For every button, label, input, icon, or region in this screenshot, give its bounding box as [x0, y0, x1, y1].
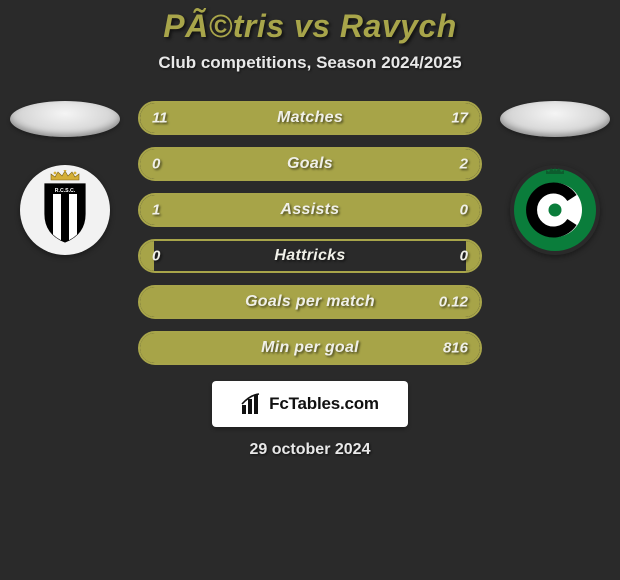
- stat-right-value: 0: [460, 248, 468, 265]
- svg-text:R.C.S.C.: R.C.S.C.: [55, 188, 76, 194]
- club-crest-right: [510, 165, 600, 255]
- stat-row-min-per-goal: Min per goal 816: [138, 331, 482, 365]
- stat-row-goals-per-match: Goals per match 0.12: [138, 285, 482, 319]
- stat-label: Goals: [287, 155, 333, 173]
- right-player-column: [500, 101, 610, 255]
- stat-label: Assists: [280, 201, 339, 219]
- stat-label: Min per goal: [261, 339, 359, 357]
- stat-fill-right: [466, 241, 480, 271]
- stat-left-value: 1: [152, 202, 160, 219]
- stat-fill-left: [140, 333, 154, 363]
- comparison-card: PÃ©tris vs Ravych Club competitions, Sea…: [0, 0, 620, 459]
- brand-bars-icon: [241, 393, 263, 415]
- cercle-crest-icon: [510, 165, 600, 255]
- date-label: 29 october 2024: [0, 441, 620, 459]
- stat-label: Hattricks: [274, 247, 345, 265]
- stats-column: 11 Matches 17 0 Goals 2 1 Assists 0: [138, 101, 482, 365]
- stat-left-value: 0: [152, 156, 160, 173]
- club-crest-left: R.C.S.C.: [20, 165, 110, 255]
- stat-left-value: 0: [152, 248, 160, 265]
- stat-label: Goals per match: [245, 293, 375, 311]
- brand-link[interactable]: FcTables.com: [212, 381, 408, 427]
- stat-row-matches: 11 Matches 17: [138, 101, 482, 135]
- stat-right-value: 0: [460, 202, 468, 219]
- player-avatar-right: [500, 101, 610, 137]
- stat-fill-left: [140, 287, 154, 317]
- stat-right-value: 17: [451, 110, 468, 127]
- stat-row-goals: 0 Goals 2: [138, 147, 482, 181]
- stat-fill-right: [466, 195, 480, 225]
- left-player-column: R.C.S.C.: [10, 101, 120, 255]
- player-avatar-left: [10, 101, 120, 137]
- page-title: PÃ©tris vs Ravych: [0, 8, 620, 45]
- stat-row-assists: 1 Assists 0: [138, 193, 482, 227]
- brand-text: FcTables.com: [269, 394, 379, 414]
- layout: R.C.S.C. 11 Matches 17 0 Goals 2: [0, 101, 620, 365]
- stat-row-hattricks: 0 Hattricks 0: [138, 239, 482, 273]
- stat-right-value: 0.12: [439, 294, 468, 311]
- page-subtitle: Club competitions, Season 2024/2025: [0, 53, 620, 73]
- charleroi-crest-icon: R.C.S.C.: [30, 170, 100, 250]
- stat-right-value: 816: [443, 340, 468, 357]
- stat-label: Matches: [277, 109, 343, 127]
- stat-left-value: 11: [152, 110, 168, 127]
- stat-right-value: 2: [460, 156, 468, 173]
